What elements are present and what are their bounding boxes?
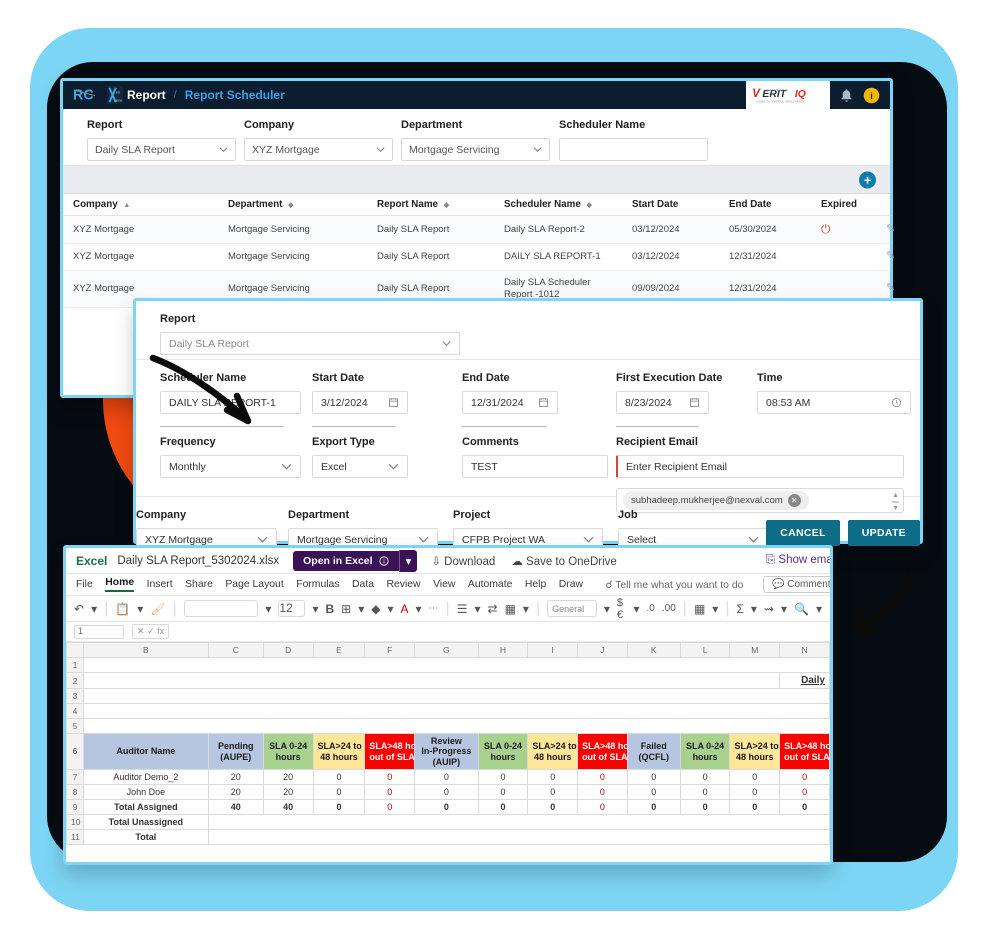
svg-text:en: en — [116, 89, 120, 94]
svg-text:exu: exu — [116, 97, 122, 102]
svg-text:IQ: IQ — [795, 89, 806, 100]
svg-text:VISIBILITY-CONTROL-INTELLIGENC: VISIBILITY-CONTROL-INTELLIGENCE — [756, 100, 805, 104]
svg-text:RC: RC — [73, 88, 94, 104]
svg-text:V: V — [752, 87, 761, 100]
svg-text:i: i — [870, 91, 873, 101]
